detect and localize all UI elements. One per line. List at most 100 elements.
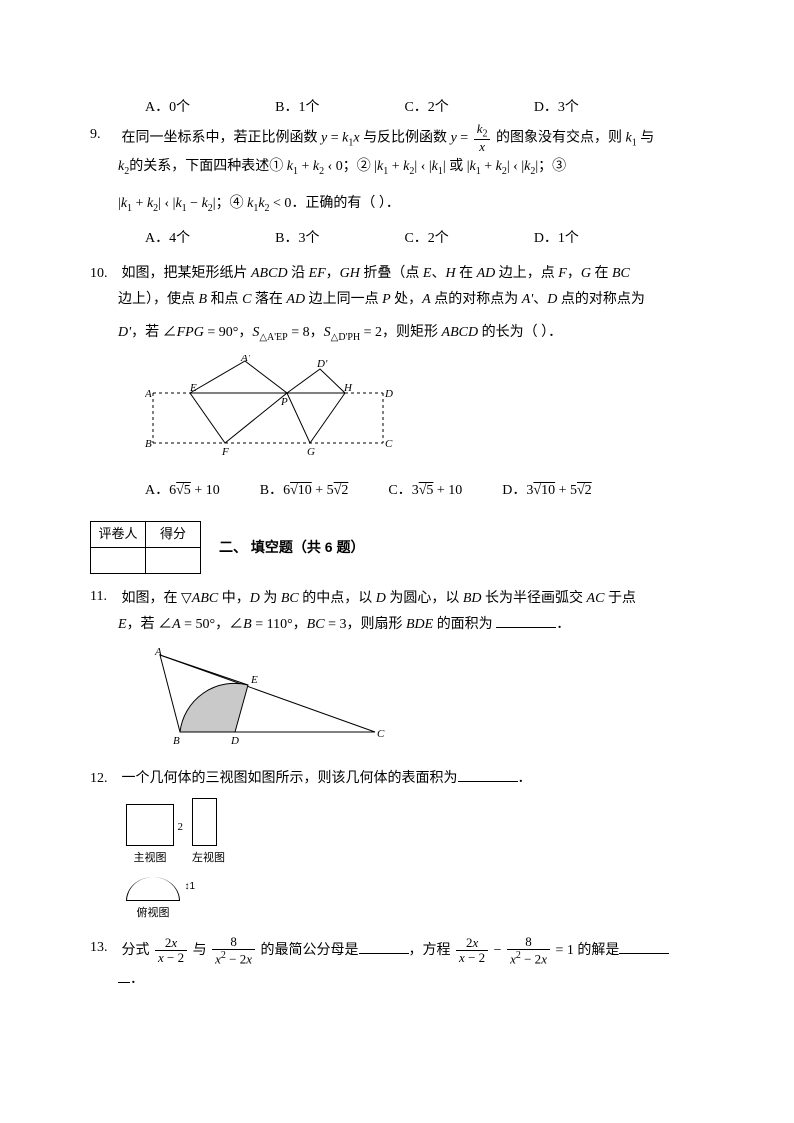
q10-t1f: 边上，点 <box>495 266 558 281</box>
q9-text-2c: 或 <box>446 159 467 174</box>
section-2-title: 二、 填空题（共 6 题） <box>219 534 364 561</box>
q13-line1: 分式 2xx − 2 与 8x2 − 2x 的最简公分母是，方程 2xx − 2… <box>122 935 692 967</box>
q10-line2: 边上），使点 B 和点 C 落在 AD 边上同一点 P 处，A 点的对称点为 A… <box>118 287 688 314</box>
q10-option-b: B．6√10 + 5√2 <box>260 478 349 505</box>
q10-t2e: 处， <box>391 292 423 307</box>
q9-text-3b: ．正确的有（ ）． <box>291 196 400 211</box>
main-view-label: 主视图 <box>126 848 174 869</box>
q10-t2d: 边上同一点 <box>305 292 382 307</box>
left-view: 左视图 <box>192 798 225 869</box>
lbl-Ap: A' <box>240 355 251 364</box>
q9-option-d: D．1个 <box>534 226 579 253</box>
q9-text-2b: ；② <box>343 159 375 174</box>
q11-t2a: ，若 <box>127 617 159 632</box>
q11-t2e: 的面积为 <box>433 617 496 632</box>
q10-t1b: 沿 <box>288 266 309 281</box>
q10-t2b: 和点 <box>207 292 242 307</box>
q10-t1c: 折叠（点 <box>363 266 423 281</box>
q13-tb: 与 <box>189 943 210 958</box>
q9-text-2d: ；③ <box>538 159 566 174</box>
q11-t2f: ． <box>556 617 570 632</box>
q11-D: D <box>230 735 239 747</box>
score-cell <box>146 547 201 573</box>
lbl-E: E <box>189 382 197 394</box>
q12-views: 2 主视图 左视图 ↕1 俯视图 <box>126 798 704 926</box>
q9-option-a: A．4个 <box>145 226 190 253</box>
q9-text-1c: 的图象没有交点，则 <box>492 130 625 145</box>
q13-period: ． <box>130 972 144 987</box>
q9-text-2a: 的关系，下面四种表述① <box>129 159 287 174</box>
q10-diagram: A A' D' E P H D B F G C <box>145 355 704 471</box>
q13-te: 的解是 <box>577 943 619 958</box>
q10-number: 10. <box>90 261 118 288</box>
q10-ob-lbl: B． <box>260 483 283 498</box>
q10-text-1: 如图，把某矩形纸片 <box>122 266 252 281</box>
q9-line2: k2的关系，下面四种表述① k1 + k2 ‹ 0；② |k1 + k2| ‹ … <box>118 154 688 181</box>
q9-option-c: C．2个 <box>404 226 448 253</box>
q8-option-d: D．3个 <box>534 95 579 122</box>
q10-t2h: 点的对称点为 <box>557 292 645 307</box>
q8-option-a: A．0个 <box>145 95 190 122</box>
q13-td: ，方程 <box>409 943 455 958</box>
lbl-Dp: D' <box>316 358 328 370</box>
lbl-H: H <box>343 382 353 394</box>
q11-number: 11. <box>90 584 118 611</box>
lbl-D: D <box>384 388 393 400</box>
q10-oa-lbl: A． <box>145 483 169 498</box>
q10-t1e: 在 <box>456 266 477 281</box>
section-2-header: 评卷人 得分 二、 填空题（共 6 题） <box>90 521 704 574</box>
q11-t1c: 为 <box>260 591 281 606</box>
q9-line3: |k1 + k2| ‹ |k1 − k2|；④ k1k2 < 0．正确的有（ ）… <box>118 191 688 218</box>
q9-text-3a: ；④ <box>216 196 248 211</box>
q9-text-1d: 与 <box>637 130 655 145</box>
grader-header: 评卷人 <box>91 521 146 547</box>
top-view: ↕1 俯视图 <box>126 877 180 924</box>
lbl-A: A <box>145 388 152 400</box>
q9-line1: 在同一坐标系中，若正比例函数 y = k1x 与反比例函数 y = k2x 的图… <box>122 122 692 155</box>
top-view-label: 俯视图 <box>126 903 180 924</box>
question-13: 13. 分式 2xx − 2 与 8x2 − 2x 的最简公分母是，方程 2xx… <box>90 935 704 994</box>
q12-blank <box>458 768 518 782</box>
q11-t1b: 中， <box>218 591 250 606</box>
q11-line1: 如图，在 ▽ABC 中，D 为 BC 的中点，以 D 为圆心，以 BD 长为半径… <box>122 584 692 613</box>
question-12: 12. 一个几何体的三视图如图所示，则该几何体的表面积为． 2 主视图 左视图 … <box>90 766 704 927</box>
q9-option-b: B．3个 <box>275 226 319 253</box>
q13-line2: ． <box>118 967 688 994</box>
q10-t2c: 落在 <box>251 292 286 307</box>
q12-number: 12. <box>90 766 118 793</box>
q10-t3a: ，若 <box>131 325 163 340</box>
q13-blank3 <box>118 969 130 983</box>
q13-blank2 <box>619 940 669 954</box>
q13-ta: 分式 <box>122 943 154 958</box>
q10-t3b: ， <box>238 325 252 340</box>
q10-line1: 如图，把某矩形纸片 ABCD 沿 EF，GH 折叠（点 E、H 在 AD 边上，… <box>122 261 692 288</box>
q10-t1d: 、 <box>431 266 445 281</box>
q10-t2a: 边上），使点 <box>118 292 199 307</box>
q11-E: E <box>250 674 258 686</box>
q11-line2: E，若 ∠A = 50°，∠B = 110°，BC = 3，则扇形 BDE 的面… <box>118 612 688 639</box>
q11-t1e: 为圆心，以 <box>386 591 463 606</box>
q10-line3: D'，若 ∠FPG = 90°，S△A'EP = 8，S△D'PH = 2，则矩… <box>118 320 688 347</box>
q9-text-1a: 在同一坐标系中，若正比例函数 <box>122 130 322 145</box>
q10-od-lbl: D． <box>502 483 526 498</box>
q8-option-b: B．1个 <box>275 95 319 122</box>
left-view-label: 左视图 <box>192 848 225 869</box>
q9-options: A．4个 B．3个 C．2个 D．1个 <box>145 226 704 253</box>
q9-text-1b: 与反比例函数 <box>360 130 451 145</box>
q13-tc: 的最简公分母是 <box>257 943 359 958</box>
q10-t3e: 的长为（ ）． <box>478 325 562 340</box>
q11-t1f: 长为半径画弧交 <box>482 591 587 606</box>
q11-blank <box>496 614 556 628</box>
q10-options: A．6√5 + 10 B．6√10 + 5√2 C．3√5 + 10 D．3√1… <box>145 478 704 505</box>
q10-t2f: 点的对称点为 <box>431 292 522 307</box>
q13-number: 13. <box>90 935 118 962</box>
q10-oc-lbl: C． <box>388 483 411 498</box>
q11-t2d: ，则扇形 <box>346 617 406 632</box>
question-9: 9. 在同一坐标系中，若正比例函数 y = k1x 与反比例函数 y = k2x… <box>90 122 704 253</box>
q12-line1: 一个几何体的三视图如图所示，则该几何体的表面积为． <box>122 766 692 793</box>
q10-t3c: ， <box>310 325 324 340</box>
lbl-F: F <box>221 446 229 458</box>
lbl-C: C <box>385 438 393 450</box>
lbl-G: G <box>307 446 315 458</box>
score-header: 得分 <box>146 521 201 547</box>
